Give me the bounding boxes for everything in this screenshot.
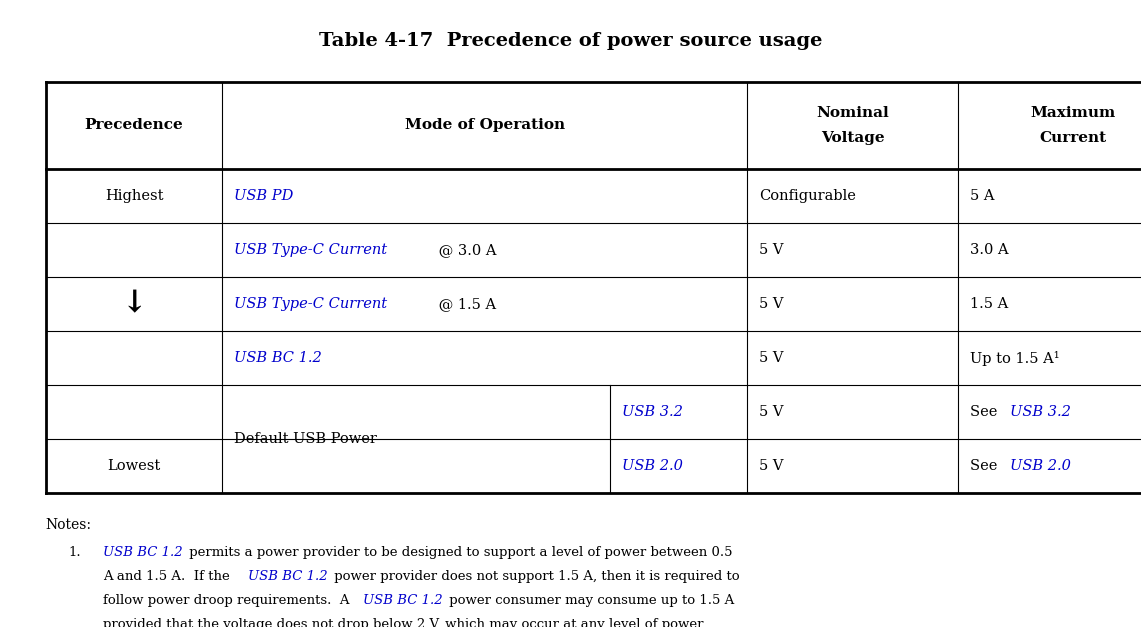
Text: @ 1.5 A: @ 1.5 A	[434, 297, 495, 311]
Text: Up to 1.5 A¹: Up to 1.5 A¹	[970, 350, 1060, 366]
Text: 5 V: 5 V	[759, 351, 783, 365]
Text: Table 4-17  Precedence of power source usage: Table 4-17 Precedence of power source us…	[318, 32, 823, 50]
Text: 5 V: 5 V	[759, 243, 783, 257]
Text: 1.5 A: 1.5 A	[970, 297, 1009, 311]
Text: USB Type-C Current: USB Type-C Current	[234, 297, 387, 311]
Text: Default USB Power: Default USB Power	[234, 432, 377, 446]
Text: ↓: ↓	[121, 288, 147, 320]
Text: USB BC 1.2: USB BC 1.2	[248, 570, 327, 583]
Text: USB 3.2: USB 3.2	[1010, 405, 1070, 419]
Text: Configurable: Configurable	[759, 189, 856, 203]
Text: power consumer may consume up to 1.5 A: power consumer may consume up to 1.5 A	[445, 594, 735, 607]
Text: USB BC 1.2: USB BC 1.2	[234, 351, 322, 365]
Text: Precedence: Precedence	[84, 119, 184, 132]
Text: A and 1.5 A.  If the: A and 1.5 A. If the	[103, 570, 234, 583]
Text: 5 V: 5 V	[759, 405, 783, 419]
Text: USB 2.0: USB 2.0	[1010, 459, 1070, 473]
Text: Nominal: Nominal	[817, 106, 889, 120]
Text: follow power droop requirements.  A: follow power droop requirements. A	[103, 594, 354, 607]
Text: Maximum: Maximum	[1030, 106, 1115, 120]
Text: permits a power provider to be designed to support a level of power between 0.5: permits a power provider to be designed …	[185, 546, 733, 559]
Text: See: See	[970, 405, 1002, 419]
Text: provided that the voltage does not drop below 2 V, which may occur at any level : provided that the voltage does not drop …	[103, 618, 703, 627]
Text: USB 2.0: USB 2.0	[622, 459, 682, 473]
Text: USB 3.2: USB 3.2	[622, 405, 682, 419]
Text: Mode of Operation: Mode of Operation	[405, 119, 565, 132]
Text: USB BC 1.2: USB BC 1.2	[103, 546, 183, 559]
Text: 5 V: 5 V	[759, 297, 783, 311]
Text: 1.: 1.	[68, 546, 81, 559]
Text: See: See	[970, 459, 1002, 473]
Text: Voltage: Voltage	[822, 131, 884, 145]
Text: USB PD: USB PD	[234, 189, 293, 203]
Text: USB Type-C Current: USB Type-C Current	[234, 243, 387, 257]
Text: USB BC 1.2: USB BC 1.2	[363, 594, 443, 607]
Text: Highest: Highest	[105, 189, 163, 203]
Text: 3.0 A: 3.0 A	[970, 243, 1009, 257]
Text: Current: Current	[1039, 131, 1106, 145]
Text: 5 V: 5 V	[759, 459, 783, 473]
Text: power provider does not support 1.5 A, then it is required to: power provider does not support 1.5 A, t…	[330, 570, 739, 583]
Text: Lowest: Lowest	[107, 459, 161, 473]
Text: Notes:: Notes:	[46, 518, 91, 532]
Text: 5 A: 5 A	[970, 189, 994, 203]
Text: @ 3.0 A: @ 3.0 A	[434, 243, 496, 257]
